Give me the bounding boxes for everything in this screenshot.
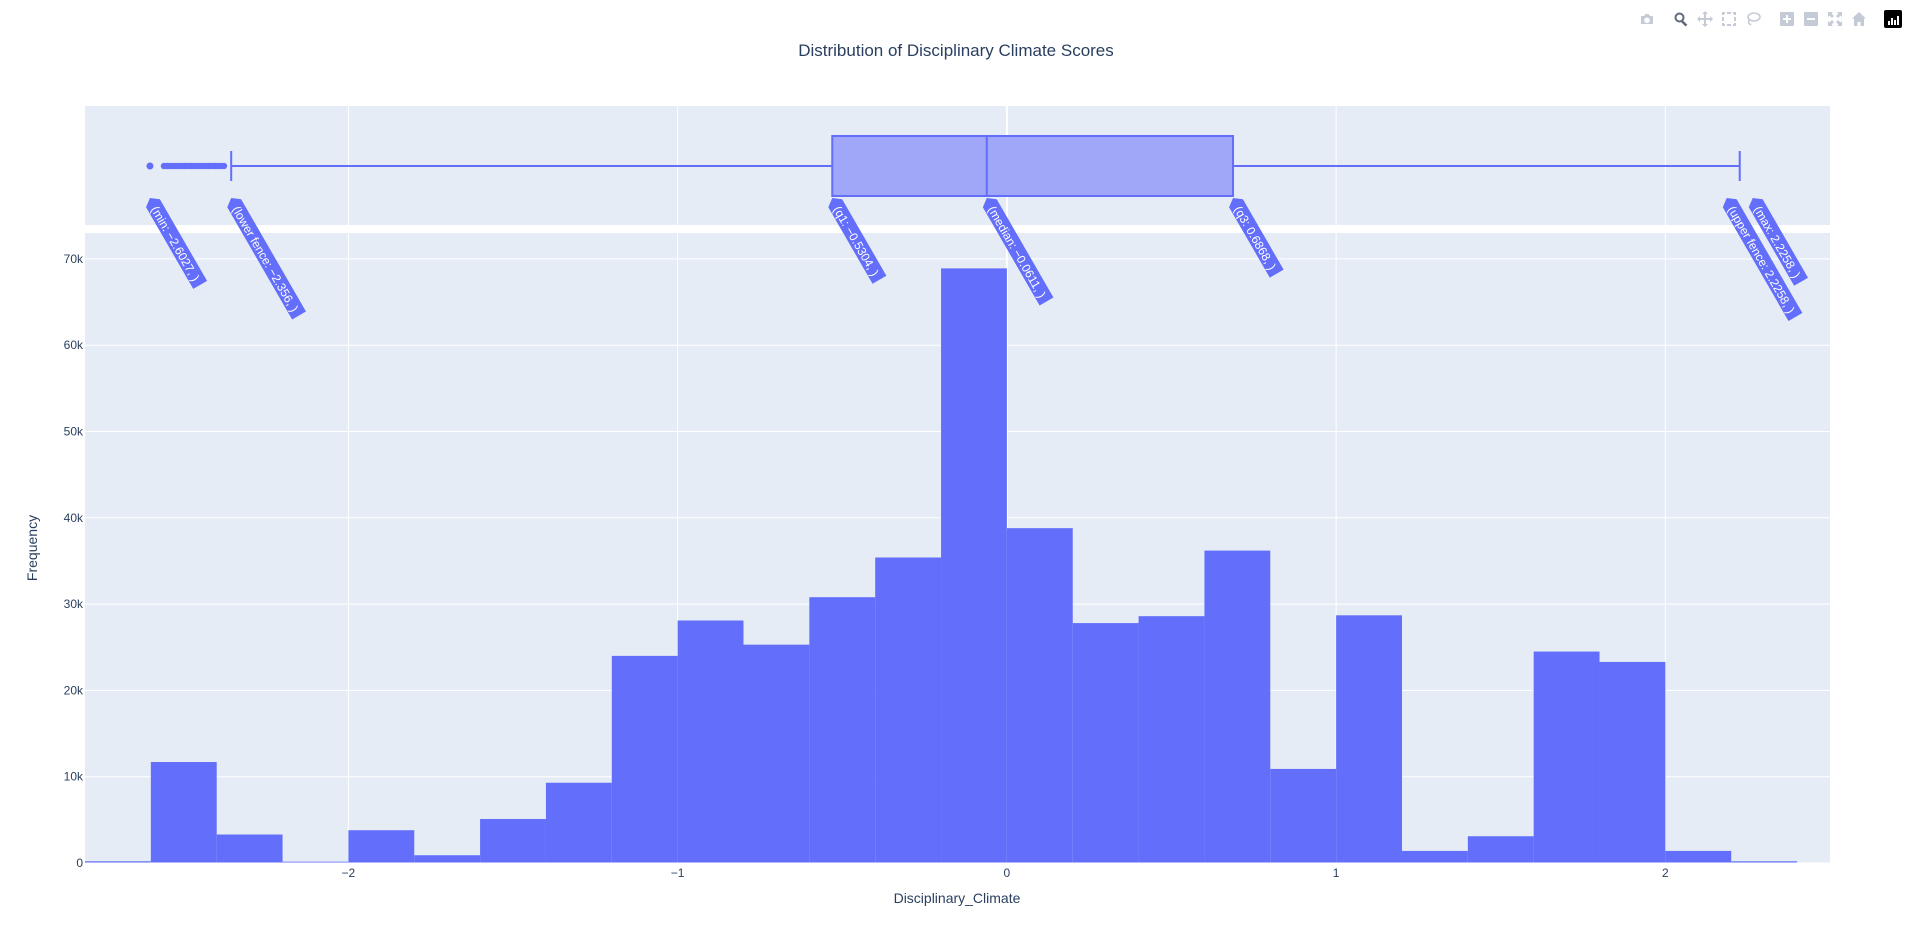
histogram-bar[interactable] [1599, 661, 1666, 863]
histogram-bar[interactable] [611, 655, 678, 863]
plotly-logo-icon[interactable] [1882, 8, 1904, 30]
autoscale-icon[interactable] [1824, 8, 1846, 30]
histogram-bar[interactable] [216, 834, 283, 863]
histogram-bar[interactable] [1731, 861, 1798, 863]
x-axis-title: Disciplinary_Climate [894, 890, 1021, 906]
chart-title: Distribution of Disciplinary Climate Sco… [798, 41, 1114, 60]
y-tick-label: 50k [64, 424, 84, 438]
annotation-label-bg [1722, 198, 1803, 322]
histogram-bar[interactable] [875, 557, 942, 863]
histogram-bar[interactable] [1138, 616, 1205, 863]
histogram-bar[interactable] [545, 782, 612, 863]
histogram-bar[interactable] [809, 597, 876, 863]
histogram-bar[interactable] [941, 268, 1007, 864]
zoom-out-icon[interactable] [1800, 8, 1822, 30]
outlier-point [220, 162, 228, 170]
x-tick-label: 2 [1662, 866, 1669, 880]
camera-icon[interactable] [1636, 8, 1658, 30]
annotation-label-bg [1229, 198, 1284, 278]
annotation-label-bg [227, 198, 306, 320]
boxplot [146, 135, 1741, 197]
y-tick-label: 20k [64, 683, 84, 697]
annotation-label-bg [1748, 198, 1809, 286]
x-tick-label: −2 [342, 866, 356, 880]
histogram-bar[interactable] [743, 644, 810, 863]
histogram-bar[interactable] [85, 861, 151, 863]
histogram-bar[interactable] [1270, 768, 1337, 863]
y-axis-title: Frequency [24, 515, 40, 581]
zoom-icon[interactable] [1670, 8, 1692, 30]
x-tick-label: −1 [671, 866, 685, 880]
histogram-bar[interactable] [282, 861, 349, 863]
annotation-label-bg [146, 198, 208, 289]
reset-axes-icon[interactable] [1848, 8, 1870, 30]
box-select-icon[interactable] [1718, 8, 1740, 30]
x-tick-label: 0 [1004, 866, 1011, 880]
lasso-select-icon[interactable] [1742, 8, 1764, 30]
x-axis-ticks: −2 −1 0 1 2 [342, 866, 1669, 880]
histogram-bar[interactable] [1072, 623, 1139, 863]
y-axis-ticks: 0 10k 20k 30k 40k 50k 60k 70k [64, 252, 84, 870]
histogram-bar[interactable] [677, 620, 744, 863]
histogram-bar[interactable] [150, 762, 217, 863]
x-tick-label: 1 [1333, 866, 1340, 880]
y-tick-label: 0 [76, 856, 83, 870]
histogram-bar[interactable] [1006, 528, 1073, 863]
annotation-label-bg [982, 198, 1054, 306]
histogram-bar[interactable] [1467, 836, 1534, 863]
pan-icon[interactable] [1694, 8, 1716, 30]
annotation-label-bg [828, 198, 887, 284]
histogram-bar[interactable] [480, 818, 546, 863]
zoom-in-icon[interactable] [1776, 8, 1798, 30]
histogram-bar[interactable] [1336, 615, 1402, 863]
histogram-bar[interactable] [1204, 550, 1271, 863]
histogram-bars [85, 268, 1830, 864]
box-iqr[interactable] [831, 135, 1235, 197]
modebar [1628, 8, 1904, 30]
outlier-point [146, 162, 154, 170]
histogram-bar[interactable] [348, 830, 415, 863]
histogram-bar[interactable] [1665, 850, 1732, 863]
histogram-bar[interactable] [1401, 850, 1468, 863]
y-tick-label: 30k [64, 597, 84, 611]
y-tick-label: 40k [64, 511, 84, 525]
histogram-bar[interactable] [414, 855, 481, 863]
y-tick-label: 10k [64, 770, 84, 784]
y-tick-label: 60k [64, 338, 84, 352]
histogram-bar[interactable] [1533, 651, 1600, 863]
y-tick-label: 70k [64, 252, 84, 266]
